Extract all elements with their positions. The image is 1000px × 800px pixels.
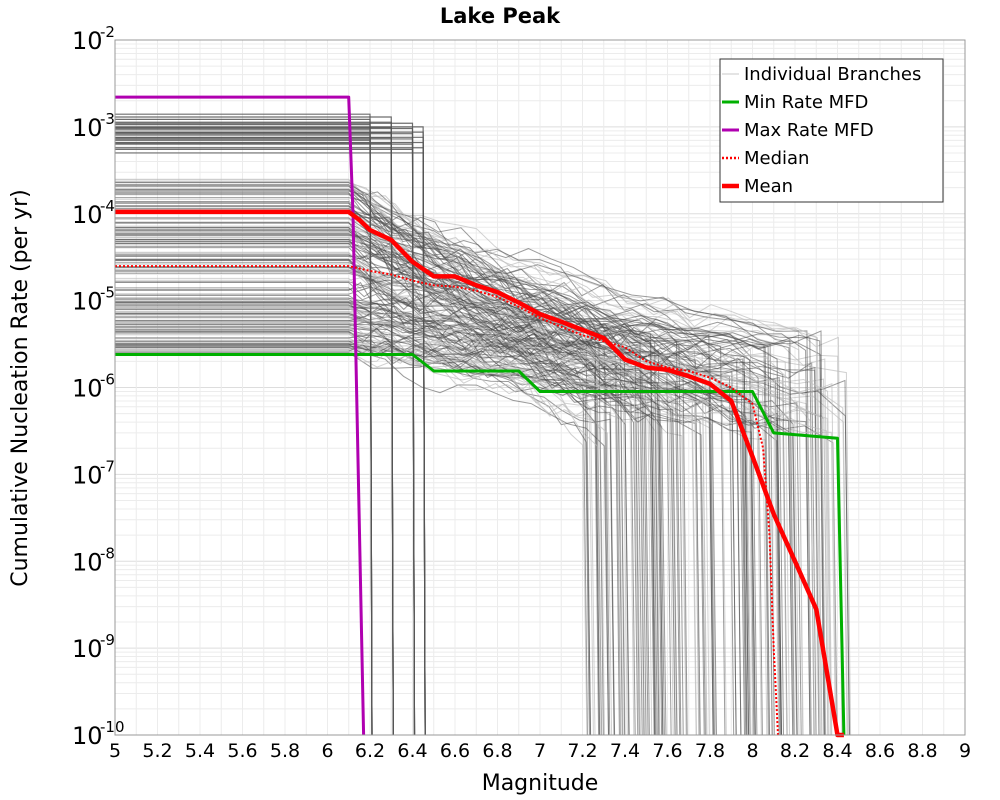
x-tick-label: 9 xyxy=(959,740,971,762)
chart-title: Lake Peak xyxy=(440,4,561,28)
x-tick-label: 7 xyxy=(534,740,546,762)
y-tick-label: 10 xyxy=(72,722,103,750)
legend: Individual Branches Min Rate MFD Max Rate … xyxy=(719,58,944,203)
branch-line xyxy=(115,340,658,736)
median-line xyxy=(115,265,779,736)
x-tick-label: 6 xyxy=(321,740,333,762)
y-tick-label: 10 xyxy=(72,114,103,142)
x-tick-label: 5.2 xyxy=(142,740,172,762)
branch-line xyxy=(115,327,782,736)
y-tick-exponent: -4 xyxy=(100,197,115,215)
x-tick-label: 6.2 xyxy=(355,740,385,762)
x-tick-label: 8.2 xyxy=(780,740,810,762)
branch-line xyxy=(115,295,682,736)
branch-line xyxy=(115,182,687,736)
legend-label: Individual Branches xyxy=(744,64,921,85)
x-tick-label: 8.6 xyxy=(865,740,895,762)
branch-line xyxy=(115,254,630,736)
y-tick-exponent: -2 xyxy=(100,23,115,41)
legend-label: Mean xyxy=(744,176,793,197)
y-tick-exponent: -7 xyxy=(100,457,115,475)
x-tick-label: 7.4 xyxy=(610,740,640,762)
x-tick-label: 5.6 xyxy=(227,740,257,762)
x-tick-label: 7.8 xyxy=(695,740,725,762)
x-tick-label: 5.4 xyxy=(185,740,215,762)
branch-cutoff-line xyxy=(115,148,416,736)
series-layer xyxy=(115,95,846,738)
x-tick-label: 8.8 xyxy=(907,740,937,762)
branch-line xyxy=(115,208,645,736)
y-tick-exponent: -9 xyxy=(100,631,115,649)
legend-box xyxy=(719,58,944,203)
branch-line xyxy=(115,310,843,736)
mean-line xyxy=(115,209,844,738)
legend-label: Median xyxy=(744,148,809,169)
branch-line xyxy=(115,255,782,736)
y-tick-exponent: -10 xyxy=(100,718,125,736)
y-tick-exponent: -6 xyxy=(100,371,115,389)
legend-label: Min Rate MFD xyxy=(744,92,868,113)
legend-label: Max Rate MFD xyxy=(744,120,874,141)
min-rate-line xyxy=(115,353,846,736)
x-tick-label: 8 xyxy=(746,740,758,762)
y-tick-label: 10 xyxy=(72,461,103,489)
y-tick-label: 10 xyxy=(72,27,103,55)
y-axis-label: Cumulative Nucleation Rate (per yr) xyxy=(8,189,33,587)
y-tick-exponent: -5 xyxy=(100,284,115,302)
branch-line xyxy=(115,262,655,736)
branch-cutoff-line xyxy=(115,139,373,736)
branch-line xyxy=(115,258,663,736)
x-axis-ticks: 5 5.2 5.4 5.6 5.8 6 6.2 6.4 6.6 6.8 7 7.2 7.4 7.6 7.8 8… xyxy=(109,740,971,762)
branch-line xyxy=(115,340,594,736)
branch-line xyxy=(115,322,613,736)
x-tick-label: 5 xyxy=(109,740,121,762)
branch-line xyxy=(115,184,768,736)
y-tick-label: 10 xyxy=(72,548,103,576)
plot-frame xyxy=(114,39,966,736)
x-tick-label: 6.4 xyxy=(397,740,427,762)
y-tick-exponent: -3 xyxy=(100,110,115,128)
y-tick-label: 10 xyxy=(72,201,103,229)
branch-line xyxy=(115,230,636,736)
branch-line xyxy=(115,252,624,736)
branch-cutoff-line xyxy=(115,152,426,736)
x-tick-label: 8.4 xyxy=(822,740,852,762)
branch-line xyxy=(115,192,748,736)
y-tick-label: 10 xyxy=(72,288,103,316)
x-tick-label: 6.8 xyxy=(482,740,512,762)
max-rate-line xyxy=(115,95,366,736)
x-tick-label: 5.8 xyxy=(270,740,300,762)
y-tick-label: 10 xyxy=(72,375,103,403)
branch-line xyxy=(115,308,780,736)
branch-line xyxy=(115,218,635,736)
branch-line xyxy=(115,245,795,736)
x-tick-label: 6.6 xyxy=(440,740,470,762)
y-tick-exponent: -8 xyxy=(100,544,115,562)
x-axis-label: Magnitude xyxy=(482,771,599,796)
x-tick-label: 7.6 xyxy=(652,740,682,762)
x-tick-label: 7.2 xyxy=(567,740,597,762)
y-tick-label: 10 xyxy=(72,635,103,663)
branch-line xyxy=(115,347,609,736)
